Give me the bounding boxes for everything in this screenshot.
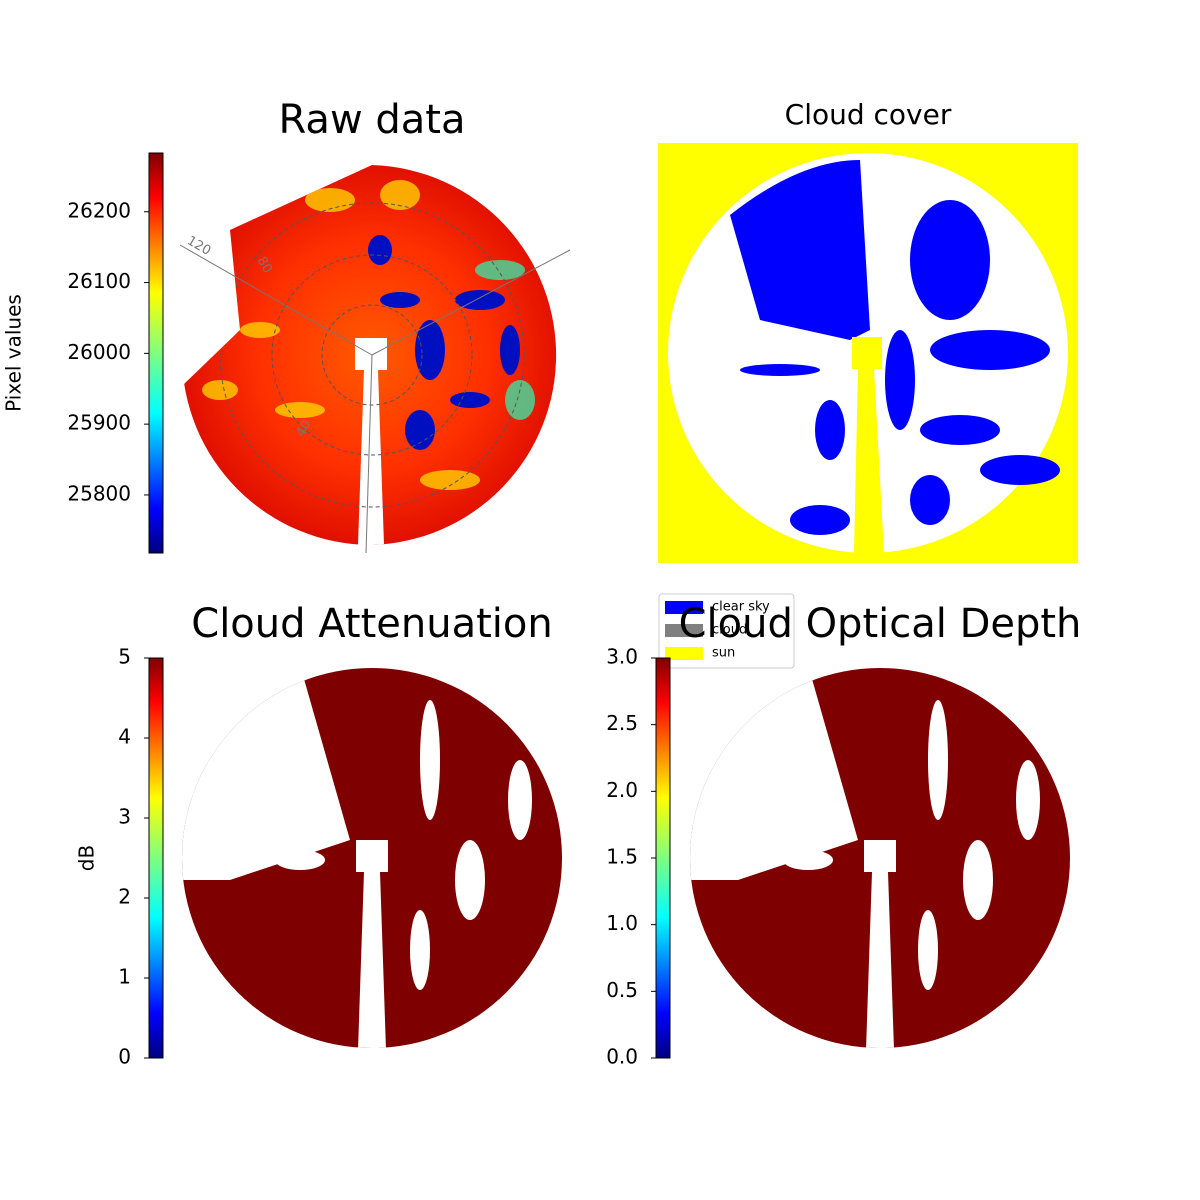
legend-label: sun bbox=[712, 646, 735, 661]
panel-title: Raw data bbox=[279, 97, 466, 143]
panel-title: Cloud Optical Depth bbox=[679, 601, 1082, 647]
polar-label: 120 bbox=[184, 234, 213, 259]
colorbar-tick-label: 1.0 bbox=[606, 911, 638, 935]
colorbar-tick-label: 26000 bbox=[67, 340, 131, 364]
colorbar-tick-label: 5 bbox=[118, 645, 131, 669]
legend-label: cloud bbox=[712, 623, 747, 638]
optical-depth-image bbox=[690, 668, 1070, 1048]
colorbar-tick-label: 0 bbox=[118, 1045, 131, 1069]
panel-title: Cloud cover bbox=[785, 98, 952, 131]
colorbar-tick-label: 3 bbox=[118, 805, 131, 829]
colorbar-tick-label: 1 bbox=[118, 965, 131, 989]
polar-label: 80 bbox=[254, 254, 275, 276]
colorbar-tick-label: 25800 bbox=[67, 481, 131, 505]
colorbar-tick-label: 2.0 bbox=[606, 778, 638, 802]
colorbar-tick-label: 26200 bbox=[67, 198, 131, 222]
attenuation-image bbox=[182, 668, 562, 1048]
colorbar-tick-label: 3.0 bbox=[606, 645, 638, 669]
legend-swatch bbox=[665, 624, 703, 637]
legend-label: clear sky bbox=[712, 600, 770, 615]
colorbar-label: dB bbox=[75, 845, 99, 871]
colorbar-tick-label: 1.5 bbox=[606, 845, 638, 869]
colorbar bbox=[148, 657, 164, 1059]
legend-swatch bbox=[665, 647, 703, 660]
colorbar-tick-label: 26100 bbox=[67, 269, 131, 293]
colorbar-tick-label: 25900 bbox=[67, 411, 131, 435]
colorbar-label: Pixel values bbox=[2, 294, 26, 412]
panel-title: Cloud Attenuation bbox=[191, 601, 552, 647]
colorbar bbox=[655, 657, 671, 1059]
colorbar-tick-label: 2 bbox=[118, 885, 131, 909]
colorbar-tick-label: 0.5 bbox=[606, 978, 638, 1002]
legend-swatch bbox=[665, 601, 703, 614]
cloud-cover-image bbox=[658, 143, 1078, 563]
colorbar bbox=[148, 152, 164, 554]
colorbar-tick-label: 2.5 bbox=[606, 711, 638, 735]
colorbar-tick-label: 4 bbox=[118, 725, 131, 749]
colorbar-tick-label: 0.0 bbox=[606, 1045, 638, 1069]
polar-label: 40 bbox=[294, 418, 315, 440]
